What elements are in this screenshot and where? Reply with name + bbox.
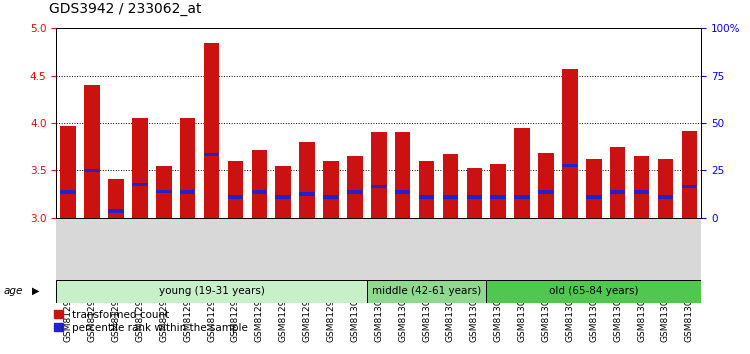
Bar — [371, 185, 386, 188]
Bar — [586, 159, 602, 218]
Bar — [156, 166, 172, 218]
Text: young (19-31 years): young (19-31 years) — [158, 286, 265, 296]
Bar — [156, 189, 172, 193]
Bar — [538, 190, 554, 194]
Bar — [682, 131, 697, 218]
Bar — [514, 195, 529, 199]
Bar — [634, 156, 650, 218]
Bar — [562, 164, 578, 167]
Bar — [228, 161, 243, 218]
Bar — [658, 159, 674, 218]
Bar — [323, 195, 339, 199]
Bar — [132, 183, 148, 186]
Bar — [682, 185, 697, 188]
Bar — [108, 210, 124, 213]
Bar — [108, 179, 124, 218]
Bar — [419, 195, 434, 199]
Bar — [395, 132, 410, 218]
Bar — [634, 190, 650, 194]
Bar — [442, 195, 458, 199]
Bar — [490, 164, 506, 218]
Bar — [538, 153, 554, 218]
Bar — [61, 190, 76, 194]
Bar — [180, 118, 196, 218]
Bar — [514, 128, 529, 218]
Bar — [466, 169, 482, 218]
Bar — [275, 195, 291, 199]
Bar — [132, 118, 148, 218]
Bar — [204, 44, 219, 218]
Text: age: age — [4, 286, 23, 296]
Text: GDS3942 / 233062_at: GDS3942 / 233062_at — [49, 2, 201, 16]
Bar — [562, 69, 578, 218]
Legend: transformed count, percentile rank within the sample: transformed count, percentile rank withi… — [54, 310, 248, 333]
Bar — [299, 192, 315, 196]
Bar — [419, 161, 434, 218]
Bar — [658, 195, 674, 199]
Bar — [228, 195, 243, 199]
Text: ▶: ▶ — [32, 286, 39, 296]
FancyBboxPatch shape — [486, 280, 701, 303]
FancyBboxPatch shape — [367, 280, 486, 303]
Bar — [84, 85, 100, 218]
Bar — [323, 161, 339, 218]
Bar — [299, 142, 315, 218]
Bar — [251, 190, 267, 194]
Text: middle (42-61 years): middle (42-61 years) — [372, 286, 482, 296]
Bar — [204, 153, 219, 156]
Bar — [610, 147, 626, 218]
Bar — [586, 195, 602, 199]
Bar — [490, 195, 506, 199]
Bar — [371, 132, 386, 218]
Bar — [395, 190, 410, 194]
Bar — [442, 154, 458, 218]
Bar — [61, 126, 76, 218]
FancyBboxPatch shape — [56, 280, 367, 303]
Bar — [251, 149, 267, 218]
Text: old (65-84 years): old (65-84 years) — [549, 286, 638, 296]
Bar — [347, 190, 363, 194]
Bar — [466, 195, 482, 199]
Bar — [347, 156, 363, 218]
Bar — [180, 190, 196, 194]
Bar — [275, 166, 291, 218]
Bar — [84, 169, 100, 172]
Bar — [610, 190, 626, 194]
